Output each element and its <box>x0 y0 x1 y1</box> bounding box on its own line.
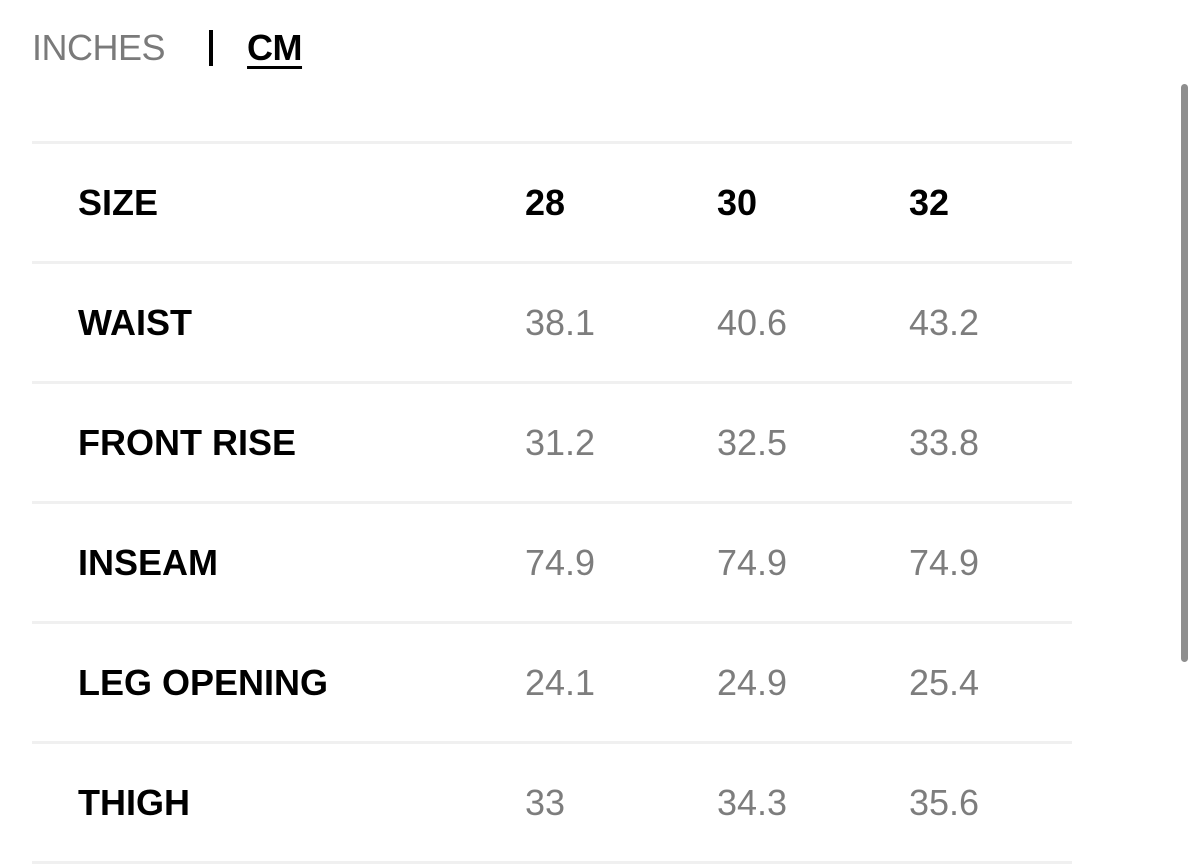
measurement-label: LEG OPENING <box>78 662 329 703</box>
size-column-header: 30 <box>717 182 758 223</box>
table-row: WAIST 38.1 40.6 43.2 <box>32 264 1072 384</box>
unit-toggle: INCHES CM <box>32 24 303 72</box>
measurement-label: WAIST <box>78 302 192 343</box>
measurement-value: 74.9 <box>525 542 596 583</box>
table-row: THIGH 33 34.3 35.6 <box>32 744 1072 864</box>
unit-separator <box>209 30 214 66</box>
measurement-value: 35.6 <box>909 782 980 823</box>
unit-inches-option[interactable]: INCHES <box>32 27 166 68</box>
measurement-label: FRONT RISE <box>78 422 297 463</box>
measurement-value: 34.3 <box>717 782 788 823</box>
measurement-label: THIGH <box>78 782 190 823</box>
scrollbar-thumb[interactable] <box>1181 84 1188 662</box>
table-row: INSEAM 74.9 74.9 74.9 <box>32 504 1072 624</box>
measurement-value: 38.1 <box>525 302 596 343</box>
measurement-value: 31.2 <box>525 422 596 463</box>
table-row: LEG OPENING 24.1 24.9 25.4 <box>32 624 1072 744</box>
size-column-header: 32 <box>909 182 950 223</box>
measurement-value: 43.2 <box>909 302 980 343</box>
measurement-value: 40.6 <box>717 302 788 343</box>
table-header-row: SIZE 28 30 32 <box>32 144 1072 264</box>
measurement-value: 74.9 <box>909 542 980 583</box>
measurement-value: 24.9 <box>717 662 788 703</box>
header-label: SIZE <box>78 182 159 223</box>
measurement-value: 33.8 <box>909 422 980 463</box>
measurement-value: 24.1 <box>525 662 596 703</box>
measurement-value: 74.9 <box>717 542 788 583</box>
size-column-header: 28 <box>525 182 566 223</box>
measurement-label: INSEAM <box>78 542 219 583</box>
table-row: FRONT RISE 31.2 32.5 33.8 <box>32 384 1072 504</box>
measurement-value: 32.5 <box>717 422 788 463</box>
size-table: SIZE 28 30 32 WAIST 38.1 40.6 43.2 FRONT… <box>32 141 1072 864</box>
measurement-value: 25.4 <box>909 662 980 703</box>
unit-cm-option[interactable]: CM <box>247 27 303 68</box>
measurement-value: 33 <box>525 782 566 823</box>
